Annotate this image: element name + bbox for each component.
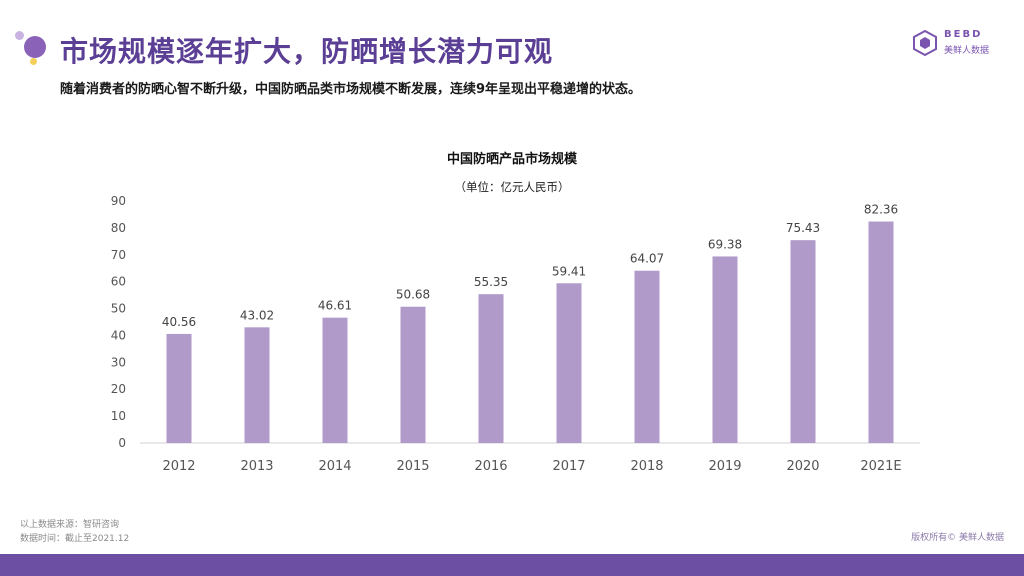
data-label: 55.35: [474, 275, 508, 289]
y-tick-label: 0: [118, 436, 126, 450]
data-label: 43.02: [240, 308, 274, 322]
bar: [166, 333, 192, 443]
data-label: 64.07: [630, 252, 664, 266]
page-subtitle: 随着消费者的防晒心智不断升级，中国防晒品类市场规模不断发展，连续9年呈现出平稳递…: [60, 82, 642, 97]
bar: [556, 283, 582, 443]
x-tick-label: 2018: [630, 459, 663, 474]
x-tick-label: 2015: [396, 459, 429, 474]
x-tick-label: 2020: [786, 459, 819, 474]
brand-name-cn: 美鲜人数据: [944, 46, 990, 56]
data-label: 59.41: [552, 264, 586, 278]
x-tick-label: 2021E: [860, 459, 901, 474]
data-label: 69.38: [708, 237, 742, 251]
y-tick-label: 30: [111, 355, 126, 369]
decor-dot-tiny: [30, 58, 37, 65]
decor-dot-large: [24, 36, 46, 58]
bar: [478, 294, 504, 443]
data-label: 50.68: [396, 288, 430, 302]
y-tick-label: 60: [111, 275, 126, 289]
y-tick-label: 40: [111, 328, 126, 342]
y-tick-label: 10: [111, 409, 126, 423]
x-tick-label: 2014: [318, 459, 351, 474]
copyright-notice: 版权所有© 美鲜人数据: [911, 533, 1004, 543]
bar: [868, 221, 894, 443]
y-tick-label: 80: [111, 221, 126, 235]
x-tick-label: 2012: [162, 459, 195, 474]
bar: [634, 270, 660, 443]
brand-logo: BEBD 美鲜人数据: [912, 28, 992, 58]
chart-title: 中国防晒产品市场规模: [446, 152, 577, 167]
data-label: 40.56: [162, 315, 196, 329]
bar: [322, 317, 348, 443]
data-label: 82.36: [864, 203, 898, 217]
footer-bar: [0, 554, 1024, 576]
bar: [400, 306, 426, 443]
y-tick-label: 50: [111, 302, 126, 316]
brand-name-en: BEBD: [944, 29, 983, 40]
data-source: 以上数据来源：智研咨询 数据时间：截止至2021.12: [20, 518, 129, 546]
x-tick-label: 2019: [708, 459, 741, 474]
x-tick-label: 2016: [474, 459, 507, 474]
data-date-line: 数据时间：截止至2021.12: [20, 534, 130, 544]
data-label: 75.43: [786, 221, 820, 235]
chart-unit: （单位：亿元人民币）: [454, 180, 570, 194]
bar: [712, 256, 738, 443]
y-tick-label: 70: [111, 248, 126, 262]
bar: [244, 327, 270, 443]
y-tick-label: 20: [111, 382, 126, 396]
x-tick-label: 2013: [240, 459, 273, 474]
data-label: 46.61: [318, 299, 352, 313]
bar: [790, 240, 816, 443]
source-line: 以上数据来源：智研咨询: [20, 520, 120, 530]
page-title: 市场规模逐年扩大，防晒增长潜力可观: [60, 35, 554, 68]
decor-dot-small: [15, 31, 24, 40]
x-tick-label: 2017: [552, 459, 585, 474]
hexagon-logo-icon: [913, 30, 937, 56]
y-tick-label: 90: [111, 194, 126, 208]
